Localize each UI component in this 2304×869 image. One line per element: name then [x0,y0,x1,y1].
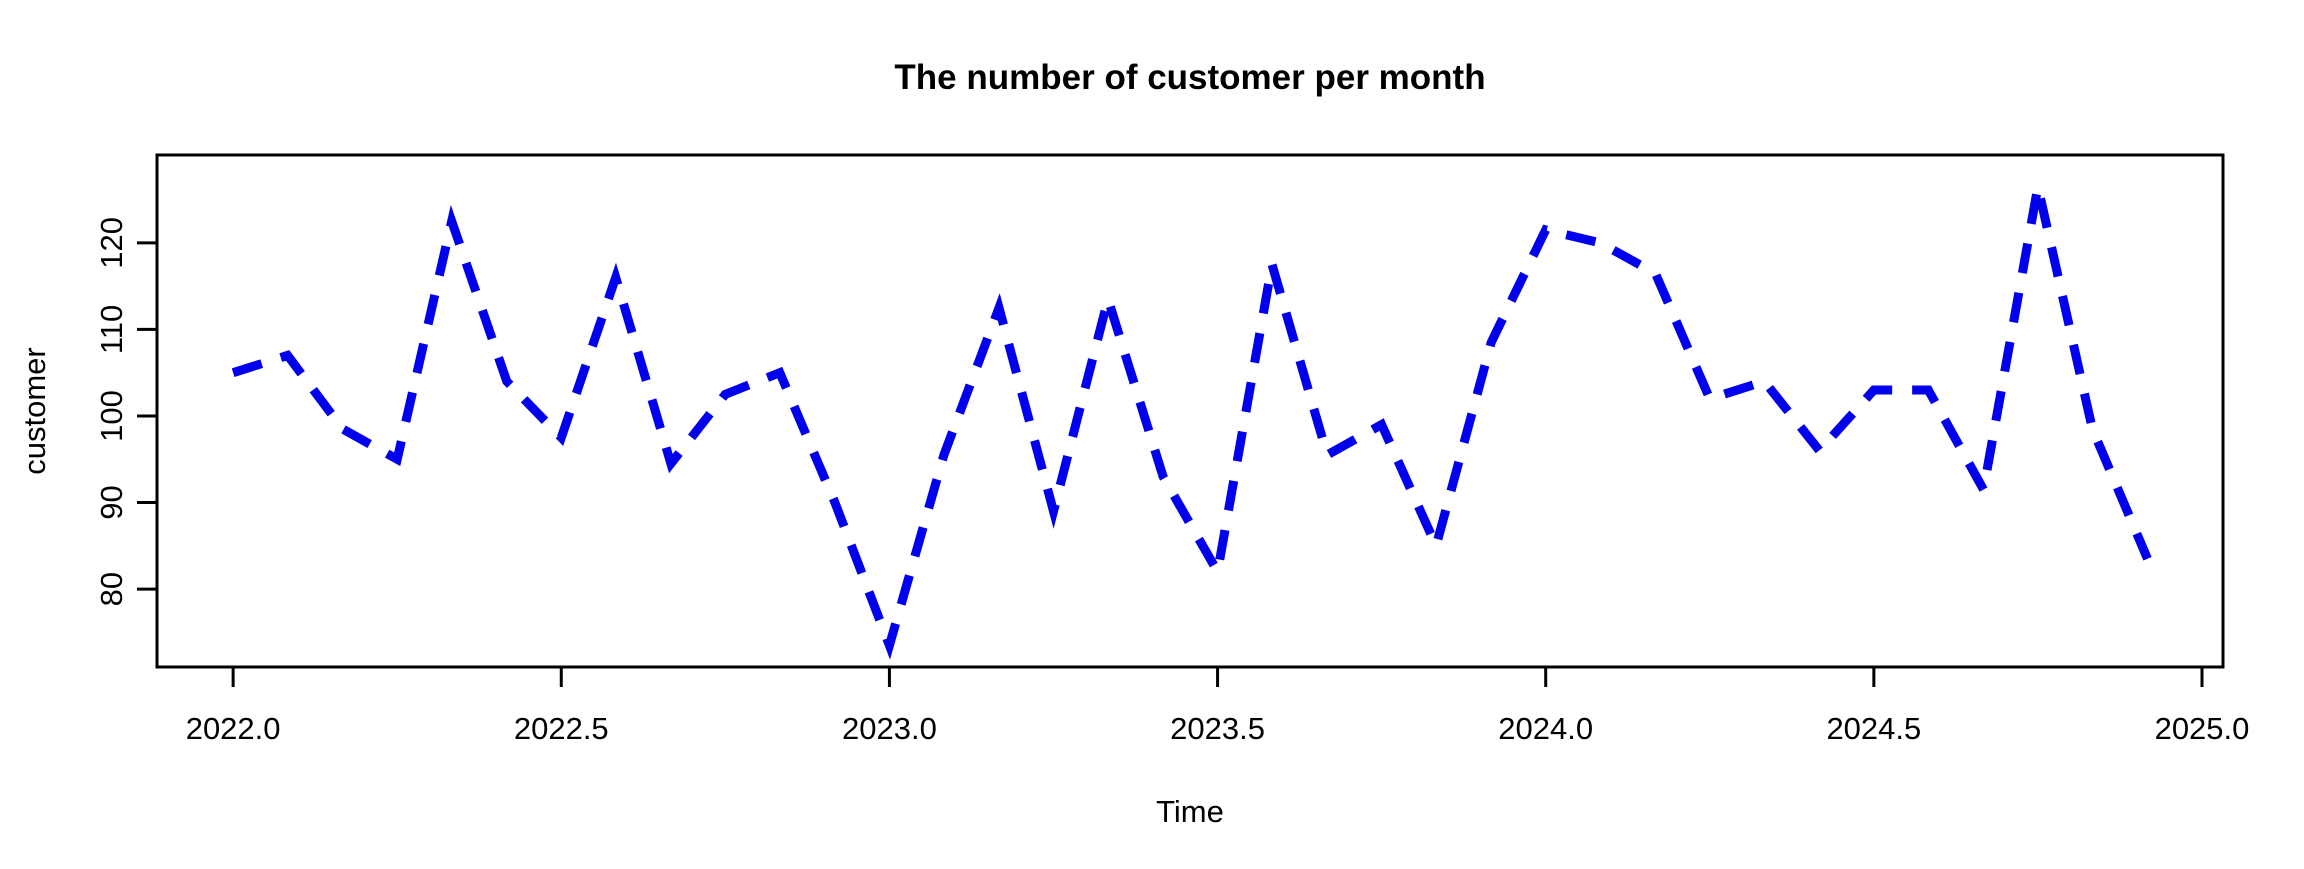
x-tick-label: 2025.0 [2155,711,2250,746]
y-tick-label: 110 [94,305,129,354]
customer-series-line [231,185,2152,660]
page-title: The number of customer per month [894,58,1485,97]
x-axis-ticks: 2022.0 2022.5 2023.0 2023.5 2024.0 2024.5 2025… [186,667,2250,746]
y-tick-label: 100 [94,390,129,442]
data-series [231,185,2152,660]
y-axis-title: customer [17,347,52,474]
y-tick-label: 80 [94,572,129,606]
x-tick-label: 2023.5 [1170,711,1265,746]
y-tick-label: 120 [94,217,129,269]
x-tick-label: 2023.0 [842,711,937,746]
x-tick-label: 2022.5 [514,711,609,746]
x-tick-label: 2024.0 [1498,711,1593,746]
x-axis-title: Time [1156,794,1224,829]
x-tick-label: 2024.5 [1826,711,1921,746]
y-axis-ticks: 80 90 100 110 120 [94,217,157,606]
y-tick-label: 90 [94,485,129,519]
plot-border [155,153,2225,669]
x-tick-label: 2022.0 [186,711,281,746]
